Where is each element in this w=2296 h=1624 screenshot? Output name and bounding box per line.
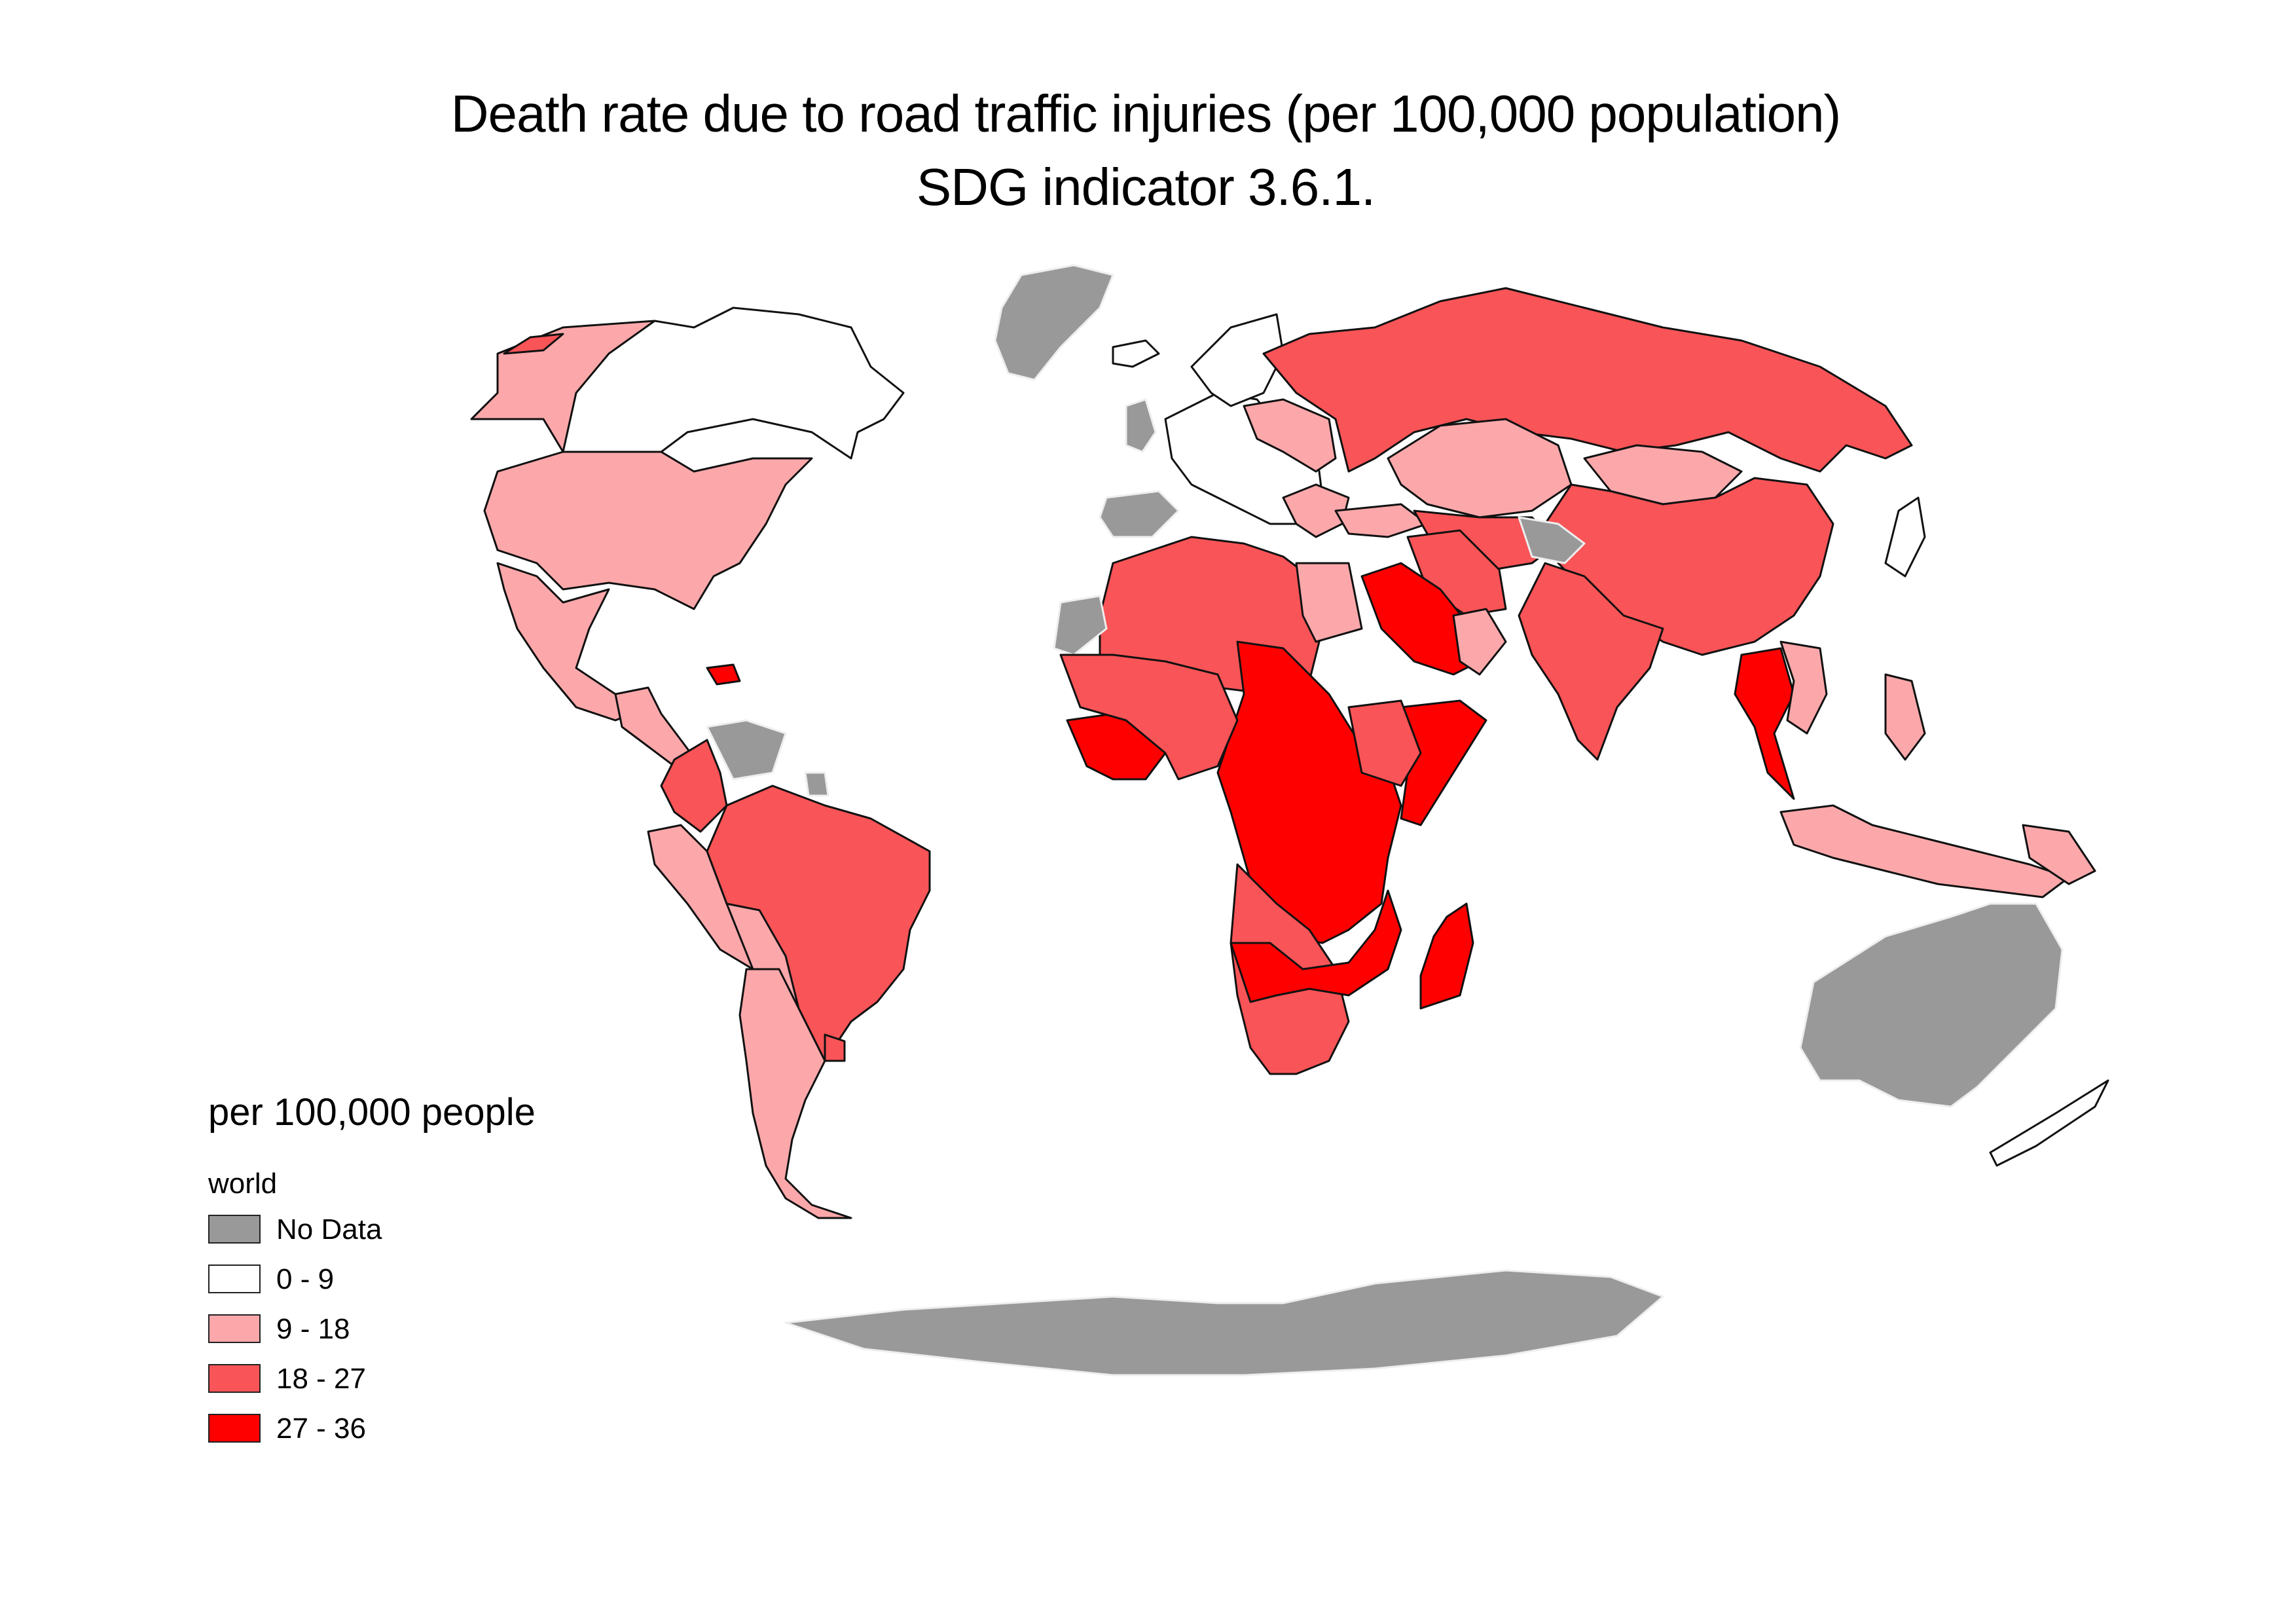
legend-label: 27 - 36 [276, 1412, 366, 1445]
region-iberia[interactable] [1099, 490, 1180, 538]
region-new-zealand[interactable] [1989, 1079, 2109, 1167]
region-kazakhstan[interactable] [1387, 418, 1573, 519]
title-line-1: Death rate due to road traffic injuries … [450, 84, 1842, 143]
legend-item-18-27[interactable]: 18 - 27 [208, 1363, 601, 1397]
region-east-africa[interactable] [1347, 699, 1422, 787]
region-argentina[interactable] [738, 968, 852, 1219]
legend-swatch [208, 1314, 261, 1343]
region-australia[interactable] [1799, 902, 2064, 1108]
legend-label: 0 - 9 [276, 1263, 335, 1295]
region-colombia[interactable] [660, 739, 728, 833]
title-line-2: SDG indicator 3.6.1. [916, 158, 1376, 216]
legend-title: per 100,000 people [208, 1091, 536, 1134]
region-russia[interactable] [1262, 287, 1913, 473]
region-west-africa-interior[interactable] [1059, 654, 1239, 781]
region-afghanistan[interactable] [1518, 516, 1586, 564]
region-uruguay[interactable] [824, 1033, 846, 1062]
region-madagascar[interactable] [1419, 902, 1474, 1010]
region-japan[interactable] [1884, 496, 1926, 578]
region-dominican-republic[interactable] [706, 663, 741, 686]
region-south-central-africa[interactable] [1230, 889, 1402, 1003]
region-oman[interactable] [1452, 608, 1507, 676]
legend-group-label: world [208, 1168, 278, 1200]
legend-item-9-18[interactable]: 9 - 18 [208, 1313, 601, 1347]
region-venezuela[interactable] [706, 719, 787, 781]
legend-label: No Data [276, 1213, 382, 1246]
region-india[interactable] [1518, 562, 1664, 761]
region-indonesia[interactable] [1779, 804, 2070, 898]
region-guyana[interactable] [804, 771, 829, 797]
legend-swatch [208, 1364, 261, 1393]
region-eastern-europe[interactable] [1243, 398, 1337, 473]
region-thailand[interactable] [1734, 647, 1795, 800]
legend-swatch [208, 1414, 261, 1443]
legend-label: 18 - 27 [276, 1363, 366, 1395]
region-uk[interactable] [1125, 398, 1157, 453]
legend-swatch [208, 1215, 261, 1244]
region-vietnam[interactable] [1779, 640, 1828, 735]
region-iceland[interactable] [1112, 339, 1160, 368]
legend: per 100,000 people world No Data 0 - 9 9… [208, 1090, 797, 1457]
region-antarctica[interactable] [784, 1269, 1664, 1376]
region-western-sahara[interactable] [1053, 595, 1108, 656]
legend-label: 9 - 18 [276, 1313, 350, 1345]
region-turkey[interactable] [1334, 503, 1429, 538]
region-horn-of-africa[interactable] [1400, 699, 1487, 826]
legend-item-27-36[interactable]: 27 - 36 [208, 1412, 601, 1447]
legend-item-0-9[interactable]: 0 - 9 [208, 1263, 601, 1297]
region-scandinavia[interactable] [1190, 313, 1285, 407]
region-greenland[interactable] [994, 264, 1114, 381]
region-egypt[interactable] [1295, 562, 1363, 643]
region-papua[interactable] [2022, 824, 2096, 885]
legend-swatch [208, 1264, 261, 1293]
legend-item-no-data[interactable]: No Data [208, 1213, 601, 1247]
region-alaska-north[interactable] [503, 333, 564, 355]
region-usa[interactable] [483, 451, 813, 610]
region-philippines[interactable] [1884, 673, 1926, 761]
